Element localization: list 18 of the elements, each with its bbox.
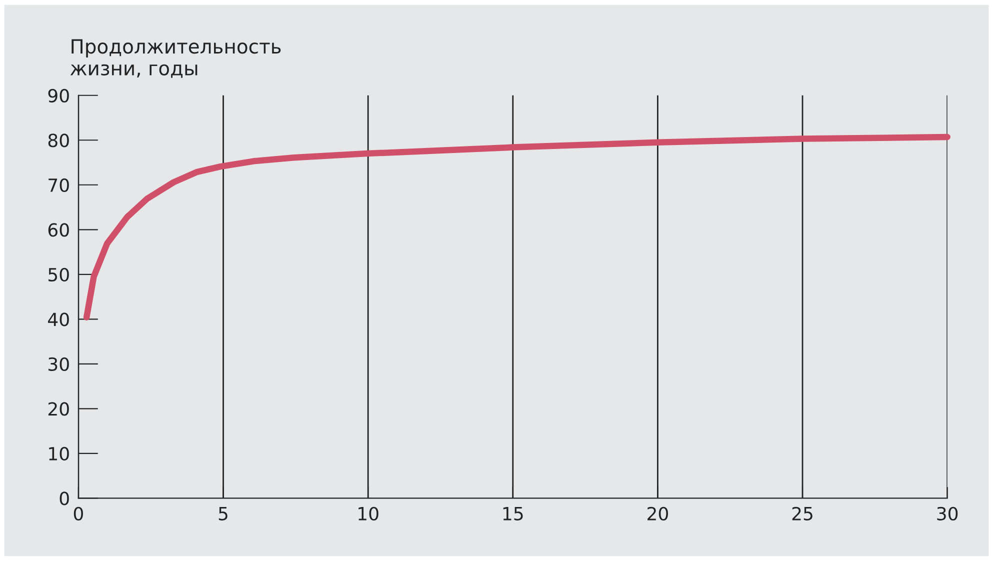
y-tick-label: 80	[48, 134, 69, 148]
y-tick-label: 60	[48, 223, 69, 237]
x-tick-label: 20	[648, 506, 668, 520]
x-tick-label: 10	[358, 506, 378, 520]
y-tick-label: 0	[60, 492, 69, 506]
x-tick-label: 25	[792, 506, 812, 520]
y-tick-label: 70	[48, 178, 69, 192]
x-tick-label: 0	[74, 506, 83, 520]
y-tick-label: 30	[48, 357, 69, 372]
y-tick-label: 10	[49, 446, 69, 461]
y-tick-label: 90	[48, 88, 69, 102]
y-axis-title: Продолжительность жизни, годы	[70, 39, 281, 78]
x-tick-label: 30	[937, 506, 958, 520]
y-tick-label: 50	[48, 268, 69, 282]
y-tick-label: 40	[48, 312, 69, 326]
x-tick-label: 15	[503, 507, 523, 520]
x-tick-label: 5	[218, 507, 228, 520]
y-tick-label: 20	[48, 402, 69, 416]
